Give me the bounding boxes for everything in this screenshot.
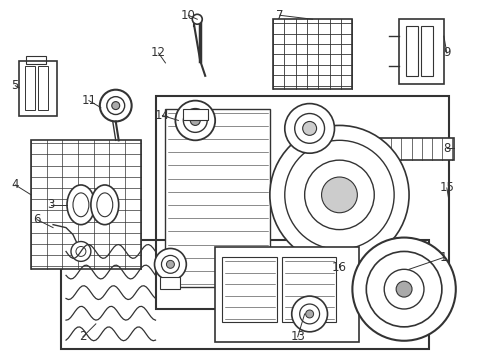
- Bar: [25, 66, 35, 109]
- Circle shape: [305, 310, 313, 318]
- Circle shape: [192, 14, 202, 24]
- Circle shape: [71, 242, 91, 261]
- Bar: [405, 26, 417, 76]
- Circle shape: [175, 100, 215, 140]
- Text: 3: 3: [47, 198, 55, 211]
- Text: 7: 7: [276, 9, 283, 22]
- Bar: [31, 140, 141, 269]
- Text: 10: 10: [181, 9, 195, 22]
- Text: 14: 14: [155, 109, 170, 122]
- Text: 16: 16: [331, 261, 346, 274]
- Bar: [420, 26, 432, 76]
- Ellipse shape: [91, 185, 119, 225]
- Bar: [281, 257, 336, 322]
- Text: 6: 6: [33, 213, 41, 226]
- Bar: [38, 66, 48, 109]
- Text: 11: 11: [81, 94, 96, 107]
- Bar: [272, 19, 352, 89]
- Circle shape: [302, 121, 316, 135]
- Text: 12: 12: [151, 46, 165, 59]
- Text: 4: 4: [12, 179, 19, 192]
- Circle shape: [112, 102, 120, 109]
- Bar: [398, 19, 443, 84]
- Text: 5: 5: [12, 79, 19, 92]
- Bar: [19, 61, 57, 116]
- Text: 9: 9: [442, 46, 449, 59]
- Bar: [26, 56, 46, 64]
- Circle shape: [395, 281, 411, 297]
- Circle shape: [166, 260, 174, 268]
- Circle shape: [190, 116, 200, 125]
- Bar: [155, 96, 448, 309]
- Bar: [368, 138, 453, 160]
- Ellipse shape: [67, 185, 95, 225]
- Text: 8: 8: [442, 142, 449, 155]
- Circle shape: [321, 177, 357, 213]
- Bar: [183, 109, 208, 121]
- Circle shape: [291, 296, 327, 332]
- Bar: [160, 277, 180, 289]
- Circle shape: [154, 248, 186, 280]
- Bar: [165, 109, 269, 287]
- Bar: [222, 257, 276, 322]
- Text: 1: 1: [439, 251, 447, 264]
- Text: 15: 15: [439, 181, 453, 194]
- Circle shape: [284, 104, 334, 153]
- Circle shape: [269, 125, 408, 264]
- Text: 2: 2: [79, 330, 86, 343]
- Bar: [215, 247, 359, 342]
- Bar: [61, 239, 428, 349]
- Circle shape: [352, 238, 455, 341]
- Text: 13: 13: [290, 330, 305, 343]
